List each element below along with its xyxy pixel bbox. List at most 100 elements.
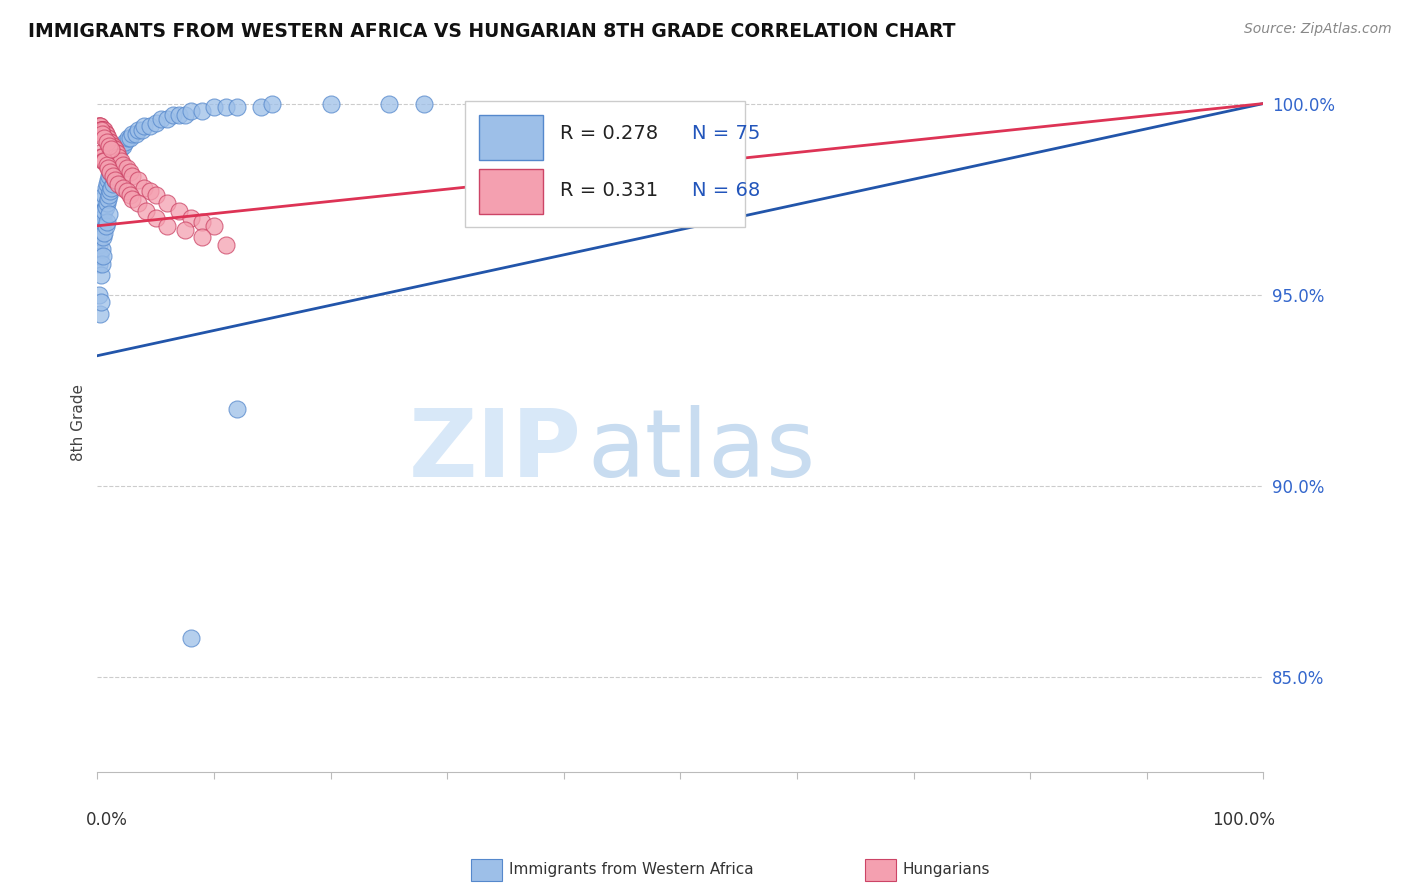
Point (111, 158, 134, 172)
Point (96, 158, 118, 172)
Text: R = 0.331: R = 0.331 (560, 181, 658, 200)
Point (107, 146, 129, 161)
Point (191, 104, 214, 119)
Point (127, 195, 149, 210)
Text: Source: ZipAtlas.com: Source: ZipAtlas.com (1244, 22, 1392, 37)
Point (98, 188, 121, 202)
Point (173, 222, 195, 236)
Point (121, 169, 143, 183)
Text: N = 75: N = 75 (692, 124, 761, 144)
Point (202, 100, 225, 114)
Point (89, 249, 111, 263)
Point (104, 142, 127, 156)
Point (105, 146, 128, 161)
Point (107, 177, 129, 191)
Point (98, 169, 121, 183)
Point (162, 108, 184, 122)
Point (90, 123, 112, 137)
Point (87, 257, 110, 271)
Point (118, 165, 141, 179)
Point (167, 203, 190, 218)
Point (139, 185, 162, 199)
Point (87, 238, 110, 252)
Text: atlas: atlas (588, 405, 815, 497)
Point (101, 169, 124, 183)
Point (90, 268, 112, 283)
Point (180, 632, 202, 646)
Point (93, 123, 115, 137)
Point (94, 127, 117, 141)
Point (156, 219, 179, 233)
Point (180, 104, 202, 119)
Point (262, 96, 284, 111)
Point (91, 249, 114, 263)
Point (91, 230, 114, 244)
Point (98, 185, 121, 199)
Point (191, 230, 214, 244)
Point (89, 230, 111, 244)
Point (98, 165, 121, 179)
Point (145, 188, 167, 202)
Point (87, 120, 110, 134)
Point (91, 123, 114, 137)
Text: Hungarians: Hungarians (903, 863, 990, 877)
Point (91, 211, 114, 226)
Point (132, 120, 155, 134)
Point (91, 123, 114, 137)
Point (105, 150, 128, 164)
Text: N = 68: N = 68 (692, 181, 761, 200)
Point (156, 195, 179, 210)
Point (91, 203, 114, 218)
Point (91, 153, 114, 168)
Point (91, 242, 114, 256)
Point (110, 138, 132, 153)
Point (319, 96, 342, 111)
Point (91, 123, 114, 137)
Point (93, 127, 115, 141)
Point (90, 211, 112, 226)
Point (98, 138, 121, 153)
Point (97, 161, 120, 176)
Point (156, 112, 179, 126)
Point (89, 307, 111, 321)
Point (226, 100, 249, 114)
Point (96, 131, 118, 145)
Point (167, 108, 190, 122)
Point (103, 158, 125, 172)
Point (91, 192, 114, 206)
Point (97, 173, 120, 187)
Point (214, 238, 236, 252)
FancyBboxPatch shape (478, 115, 543, 161)
Point (93, 203, 115, 218)
Point (118, 188, 141, 202)
Point (98, 135, 121, 149)
Point (96, 177, 118, 191)
Point (98, 207, 121, 221)
Point (91, 127, 114, 141)
Text: Immigrants from Western Africa: Immigrants from Western Africa (509, 863, 754, 877)
Point (132, 180, 155, 194)
Point (93, 188, 115, 202)
Point (131, 123, 153, 137)
Point (100, 180, 122, 194)
Point (90, 222, 112, 236)
Point (139, 120, 162, 134)
Point (121, 192, 143, 206)
Point (107, 150, 129, 164)
Point (115, 161, 138, 176)
FancyBboxPatch shape (478, 169, 543, 214)
Point (94, 200, 117, 214)
Point (94, 127, 117, 141)
Point (117, 131, 139, 145)
Point (115, 185, 138, 199)
Point (100, 142, 122, 156)
Point (100, 161, 122, 176)
Point (226, 402, 249, 417)
Point (89, 120, 111, 134)
Point (90, 295, 112, 310)
Point (96, 195, 118, 210)
Point (91, 150, 114, 164)
Point (121, 127, 143, 141)
Point (101, 138, 124, 153)
Point (98, 165, 121, 179)
